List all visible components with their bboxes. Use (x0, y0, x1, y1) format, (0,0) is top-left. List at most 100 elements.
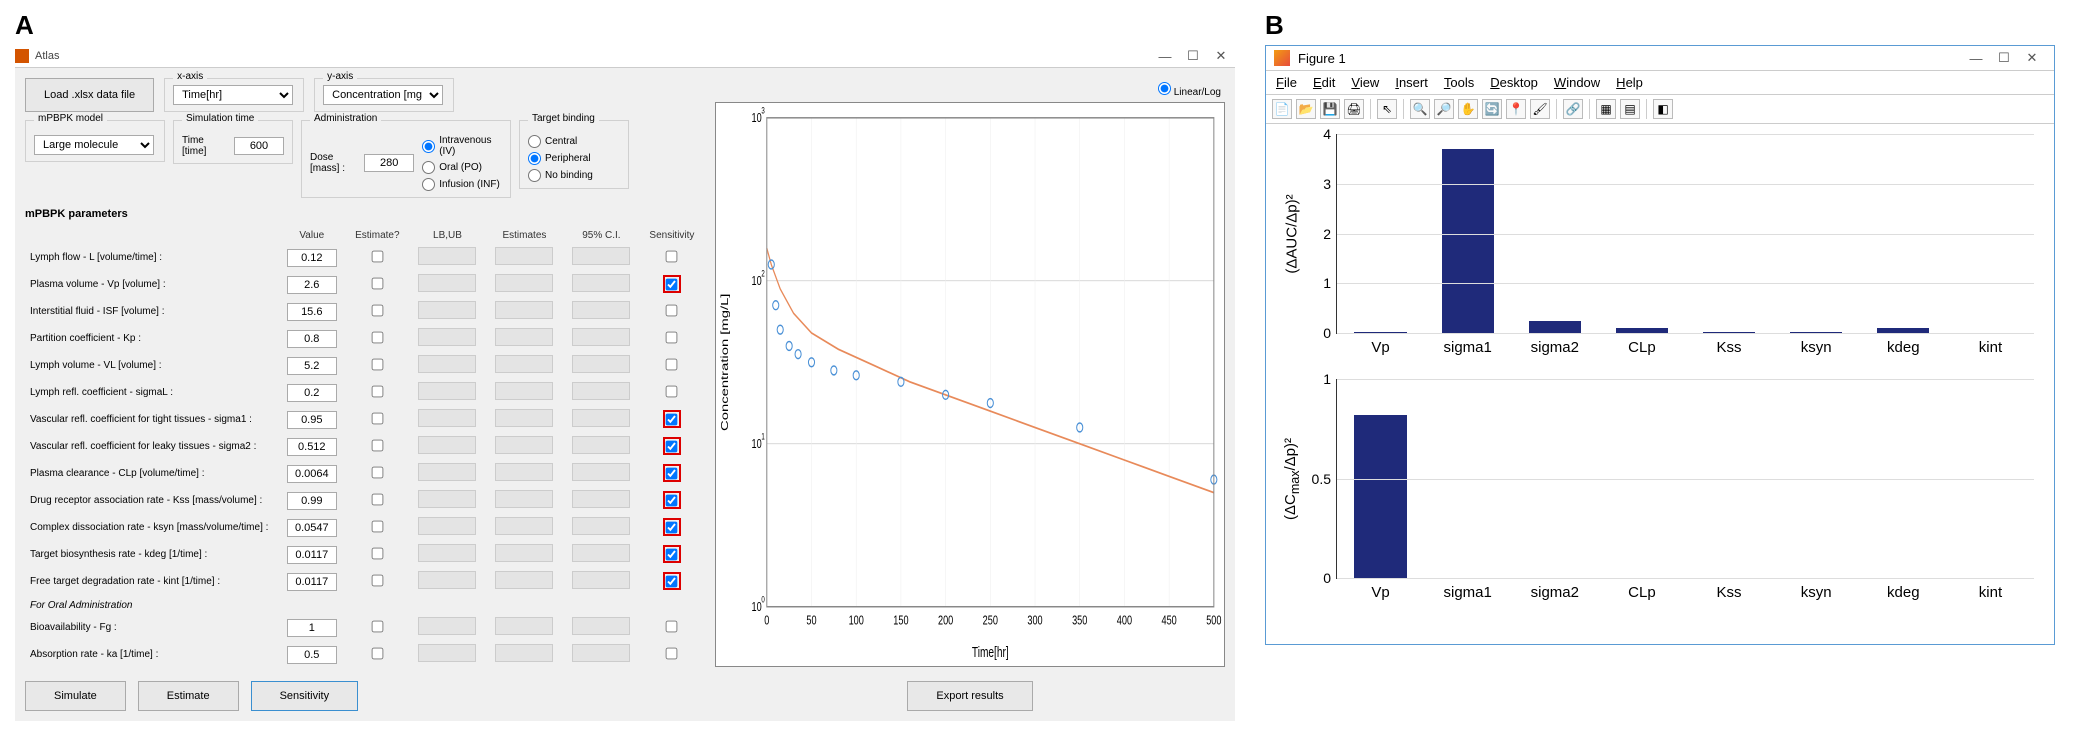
lbub-4[interactable] (418, 355, 476, 373)
export-button[interactable]: Export results (907, 681, 1032, 711)
zoomout-icon[interactable]: 🔎 (1434, 99, 1454, 119)
fig-close-icon[interactable]: ✕ (2018, 50, 2046, 66)
legend-icon[interactable]: ▤ (1620, 99, 1640, 119)
menu-file[interactable]: File (1276, 75, 1297, 90)
sens-check-8[interactable] (666, 467, 678, 479)
sens-check-3[interactable] (666, 331, 678, 343)
lbub-8[interactable] (418, 463, 476, 481)
sensitivity-button[interactable]: Sensitivity (251, 681, 359, 711)
lbub-7[interactable] (418, 436, 476, 454)
dose-input[interactable] (364, 154, 414, 172)
sens-check-10[interactable] (666, 521, 678, 533)
param-value-4[interactable] (287, 357, 337, 375)
estimate-check-5[interactable] (371, 385, 383, 397)
zoomin-icon[interactable]: 🔍 (1410, 99, 1430, 119)
rotate-icon[interactable]: 🔄 (1482, 99, 1502, 119)
minimize-icon[interactable]: — (1151, 49, 1179, 64)
scale-toggle[interactable]: Linear/Log (1158, 82, 1221, 98)
estimate-check-12[interactable] (371, 574, 383, 586)
lbub-5[interactable] (418, 382, 476, 400)
menu-insert[interactable]: Insert (1395, 75, 1428, 90)
sens-check-5[interactable] (666, 385, 678, 397)
estimate-button[interactable]: Estimate (138, 681, 239, 711)
maximize-icon[interactable]: ☐ (1179, 48, 1207, 64)
param-value-9[interactable] (287, 492, 337, 510)
oral-est-1[interactable] (371, 647, 383, 659)
colorbar-icon[interactable]: ▦ (1596, 99, 1616, 119)
estimate-check-6[interactable] (371, 412, 383, 424)
simulate-button[interactable]: Simulate (25, 681, 126, 711)
model-select[interactable]: Large molecule (34, 135, 154, 155)
estimate-check-2[interactable] (371, 304, 383, 316)
sens-check-2[interactable] (666, 304, 678, 316)
route-radio-0[interactable] (422, 140, 435, 153)
toolbar[interactable]: 📄 📂 💾 🖨 ⇖ 🔍 🔎 ✋ 🔄 📍 🖌 🔗 ▦ ▤ ◧ (1266, 95, 2054, 124)
sens-check-11[interactable] (666, 548, 678, 560)
param-value-0[interactable] (287, 249, 337, 267)
lbub-12[interactable] (418, 571, 476, 589)
print-icon[interactable]: 🖨 (1344, 99, 1364, 119)
pointer-icon[interactable]: ⇖ (1377, 99, 1397, 119)
param-value-5[interactable] (287, 384, 337, 402)
save-icon[interactable]: 💾 (1320, 99, 1340, 119)
sens-check-6[interactable] (666, 413, 678, 425)
estimate-check-10[interactable] (371, 520, 383, 532)
yaxis-select[interactable]: Concentration [mg/L] (323, 85, 443, 105)
param-value-7[interactable] (287, 438, 337, 456)
oral-sens-1[interactable] (666, 647, 678, 659)
lbub-11[interactable] (418, 544, 476, 562)
menu-view[interactable]: View (1351, 75, 1379, 90)
sens-check-12[interactable] (666, 575, 678, 587)
param-value-8[interactable] (287, 465, 337, 483)
estimate-check-7[interactable] (371, 439, 383, 451)
param-value-10[interactable] (287, 519, 337, 537)
estimate-check-0[interactable] (371, 250, 383, 262)
load-file-button[interactable]: Load .xlsx data file (25, 78, 154, 112)
fig-maximize-icon[interactable]: ☐ (1990, 50, 2018, 66)
oral-sens-0[interactable] (666, 620, 678, 632)
estimate-check-3[interactable] (371, 331, 383, 343)
lbub-10[interactable] (418, 517, 476, 535)
ploted-icon[interactable]: ◧ (1653, 99, 1673, 119)
lbub-1[interactable] (418, 274, 476, 292)
fig-minimize-icon[interactable]: — (1962, 51, 1990, 66)
sens-check-1[interactable] (666, 278, 678, 290)
target-radio-1[interactable] (528, 152, 541, 165)
estimate-check-11[interactable] (371, 547, 383, 559)
sens-check-9[interactable] (666, 494, 678, 506)
estimate-check-1[interactable] (371, 277, 383, 289)
target-radio-0[interactable] (528, 135, 541, 148)
menu-tools[interactable]: Tools (1444, 75, 1474, 90)
open-icon[interactable]: 📂 (1296, 99, 1316, 119)
sens-check-4[interactable] (666, 358, 678, 370)
oral-value-0[interactable] (287, 619, 337, 637)
param-value-12[interactable] (287, 573, 337, 591)
menubar[interactable]: FileEditViewInsertToolsDesktopWindowHelp (1266, 71, 2054, 95)
brush-icon[interactable]: 🖌 (1530, 99, 1550, 119)
sens-check-0[interactable] (666, 250, 678, 262)
close-icon[interactable]: ✕ (1207, 48, 1235, 64)
lbub-3[interactable] (418, 328, 476, 346)
datatip-icon[interactable]: 📍 (1506, 99, 1526, 119)
estimate-check-9[interactable] (371, 493, 383, 505)
param-value-1[interactable] (287, 276, 337, 294)
estimate-check-8[interactable] (371, 466, 383, 478)
lbub-9[interactable] (418, 490, 476, 508)
simtime-input[interactable] (234, 137, 284, 155)
pan-icon[interactable]: ✋ (1458, 99, 1478, 119)
lbub-2[interactable] (418, 301, 476, 319)
menu-edit[interactable]: Edit (1313, 75, 1335, 90)
param-value-6[interactable] (287, 411, 337, 429)
new-icon[interactable]: 📄 (1272, 99, 1292, 119)
menu-help[interactable]: Help (1616, 75, 1643, 90)
sens-check-7[interactable] (666, 440, 678, 452)
lbub-0[interactable] (418, 247, 476, 265)
oral-value-1[interactable] (287, 646, 337, 664)
xaxis-select[interactable]: Time[hr] (173, 85, 293, 105)
link-icon[interactable]: 🔗 (1563, 99, 1583, 119)
lbub-6[interactable] (418, 409, 476, 427)
param-value-2[interactable] (287, 303, 337, 321)
oral-est-0[interactable] (371, 620, 383, 632)
menu-window[interactable]: Window (1554, 75, 1600, 90)
estimate-check-4[interactable] (371, 358, 383, 370)
